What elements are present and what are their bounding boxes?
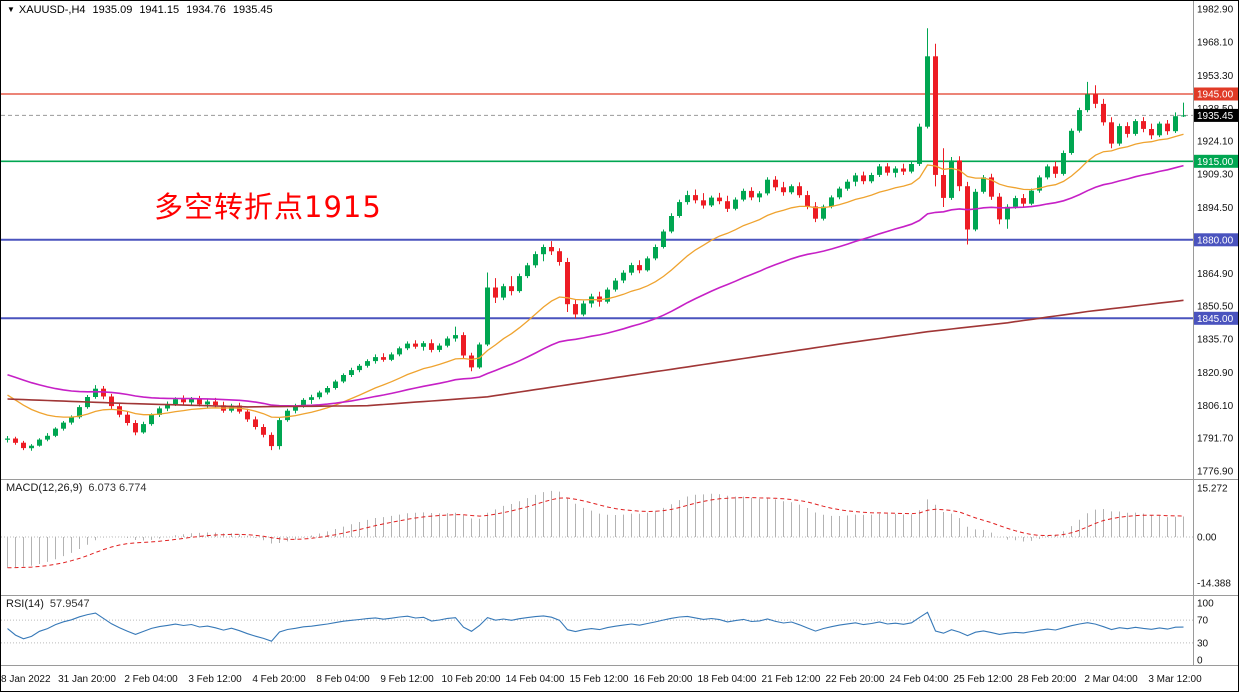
symbol-period-label: XAUUSD-,H4 [18, 4, 86, 16]
price-tick-label: 1791.70 [1197, 433, 1234, 444]
horizontal-levels-layer[interactable] [1, 93, 1193, 320]
rsi-axis-label: 30 [1197, 638, 1209, 649]
macd-values: 6.073 6.774 [88, 482, 147, 494]
price-tick-label: 1806.10 [1197, 401, 1234, 412]
price-tick-label: 1968.10 [1197, 38, 1234, 49]
time-axis-label: 24 Feb 04:00 [890, 674, 949, 685]
time-axis-label: 28 Jan 2022 [1, 674, 51, 685]
time-axis-label: 9 Feb 12:00 [380, 674, 434, 685]
time-axis-label: 21 Feb 12:00 [762, 674, 821, 685]
time-axis-label: 2 Mar 04:00 [1084, 674, 1138, 685]
time-axis-label: 22 Feb 20:00 [826, 674, 885, 685]
time-axis-label: 4 Feb 20:00 [252, 674, 306, 685]
price-tick-label: 1924.10 [1197, 136, 1234, 147]
price-tick-label: 1864.90 [1197, 269, 1234, 280]
time-axis-label: 31 Jan 20:00 [58, 674, 116, 685]
rsi-value: 57.9547 [49, 598, 90, 610]
price-tick-label: 1909.30 [1197, 170, 1234, 181]
chart-header: ▼ XAUUSD-,H4 1935.09 1941.15 1934.76 1935.45 [7, 4, 273, 16]
time-axis-label: 3 Mar 12:00 [1148, 674, 1202, 685]
price-badge-text: 1935.45 [1197, 111, 1234, 122]
price-badge-text: 1845.00 [1197, 314, 1234, 325]
price-badge-1880.00 [1194, 233, 1238, 247]
ohlc-high-value: 1941.15 [139, 4, 180, 16]
macd-axis-label: 0.00 [1197, 533, 1217, 544]
chart-annotation-text[interactable]: 多空转折点1915 [154, 190, 382, 224]
macd-histogram [7, 490, 1184, 568]
price-tick-label: 1982.90 [1197, 5, 1234, 16]
time-axis-label: 10 Feb 20:00 [442, 674, 501, 685]
price-badge-text: 1880.00 [1197, 235, 1234, 246]
rsi-line [7, 611, 1184, 642]
macd-axis-label: 15.272 [1197, 484, 1228, 495]
ma-line-slow-ma[interactable] [7, 299, 1184, 408]
macd-axis-label: -14.388 [1197, 579, 1231, 590]
macd-name: MACD(12,26,9) [6, 482, 83, 494]
price-tick-label: 1820.90 [1197, 368, 1234, 379]
rsi-axis-label: 0 [1197, 656, 1203, 667]
rsi-name: RSI(14) [6, 598, 44, 610]
rsi-indicator-label: RSI(14) 57.9547 [6, 598, 90, 610]
time-axis-label: 25 Feb 12:00 [954, 674, 1013, 685]
price-badge-1945.00 [1194, 87, 1238, 101]
time-axis-label: 28 Feb 20:00 [1018, 674, 1077, 685]
time-axis-label: 8 Feb 04:00 [316, 674, 370, 685]
rsi-axis-label: 100 [1197, 599, 1214, 610]
price-badge-1915.00 [1194, 154, 1238, 168]
price-tick-label: 1953.30 [1197, 71, 1234, 82]
time-axis-label: 16 Feb 20:00 [634, 674, 693, 685]
time-axis-label: 2 Feb 04:00 [124, 674, 178, 685]
ma-line-fast-ema[interactable] [7, 133, 1184, 419]
price-badge-1935.45 [1194, 108, 1238, 122]
rsi-axis-label: 70 [1197, 616, 1209, 627]
time-axis-label: 18 Feb 04:00 [698, 674, 757, 685]
ma-line-mid-ema[interactable] [7, 164, 1184, 407]
time-axis-label: 15 Feb 12:00 [570, 674, 629, 685]
ohlc-close-value: 1935.45 [232, 4, 273, 16]
price-badge-1845.00 [1194, 311, 1238, 325]
price-tick-label: 1894.50 [1197, 203, 1234, 214]
ohlc-open-value: 1935.09 [92, 4, 133, 16]
macd-indicator-label: MACD(12,26,9) 6.073 6.774 [6, 482, 147, 494]
price-tick-label: 1776.90 [1197, 467, 1234, 478]
collapse-arrow-icon[interactable]: ▼ [7, 5, 15, 14]
macd-signal-line [7, 497, 1184, 569]
price-tick-label: 1850.50 [1197, 301, 1234, 312]
time-axis-label: 3 Feb 12:00 [188, 674, 242, 685]
price-tick-label: 1835.70 [1197, 335, 1234, 346]
price-badge-text: 1945.00 [1197, 90, 1234, 101]
time-axis-label: 14 Feb 04:00 [506, 674, 565, 685]
ohlc-low-value: 1934.76 [186, 4, 226, 16]
price-badge-text: 1915.00 [1197, 157, 1234, 168]
